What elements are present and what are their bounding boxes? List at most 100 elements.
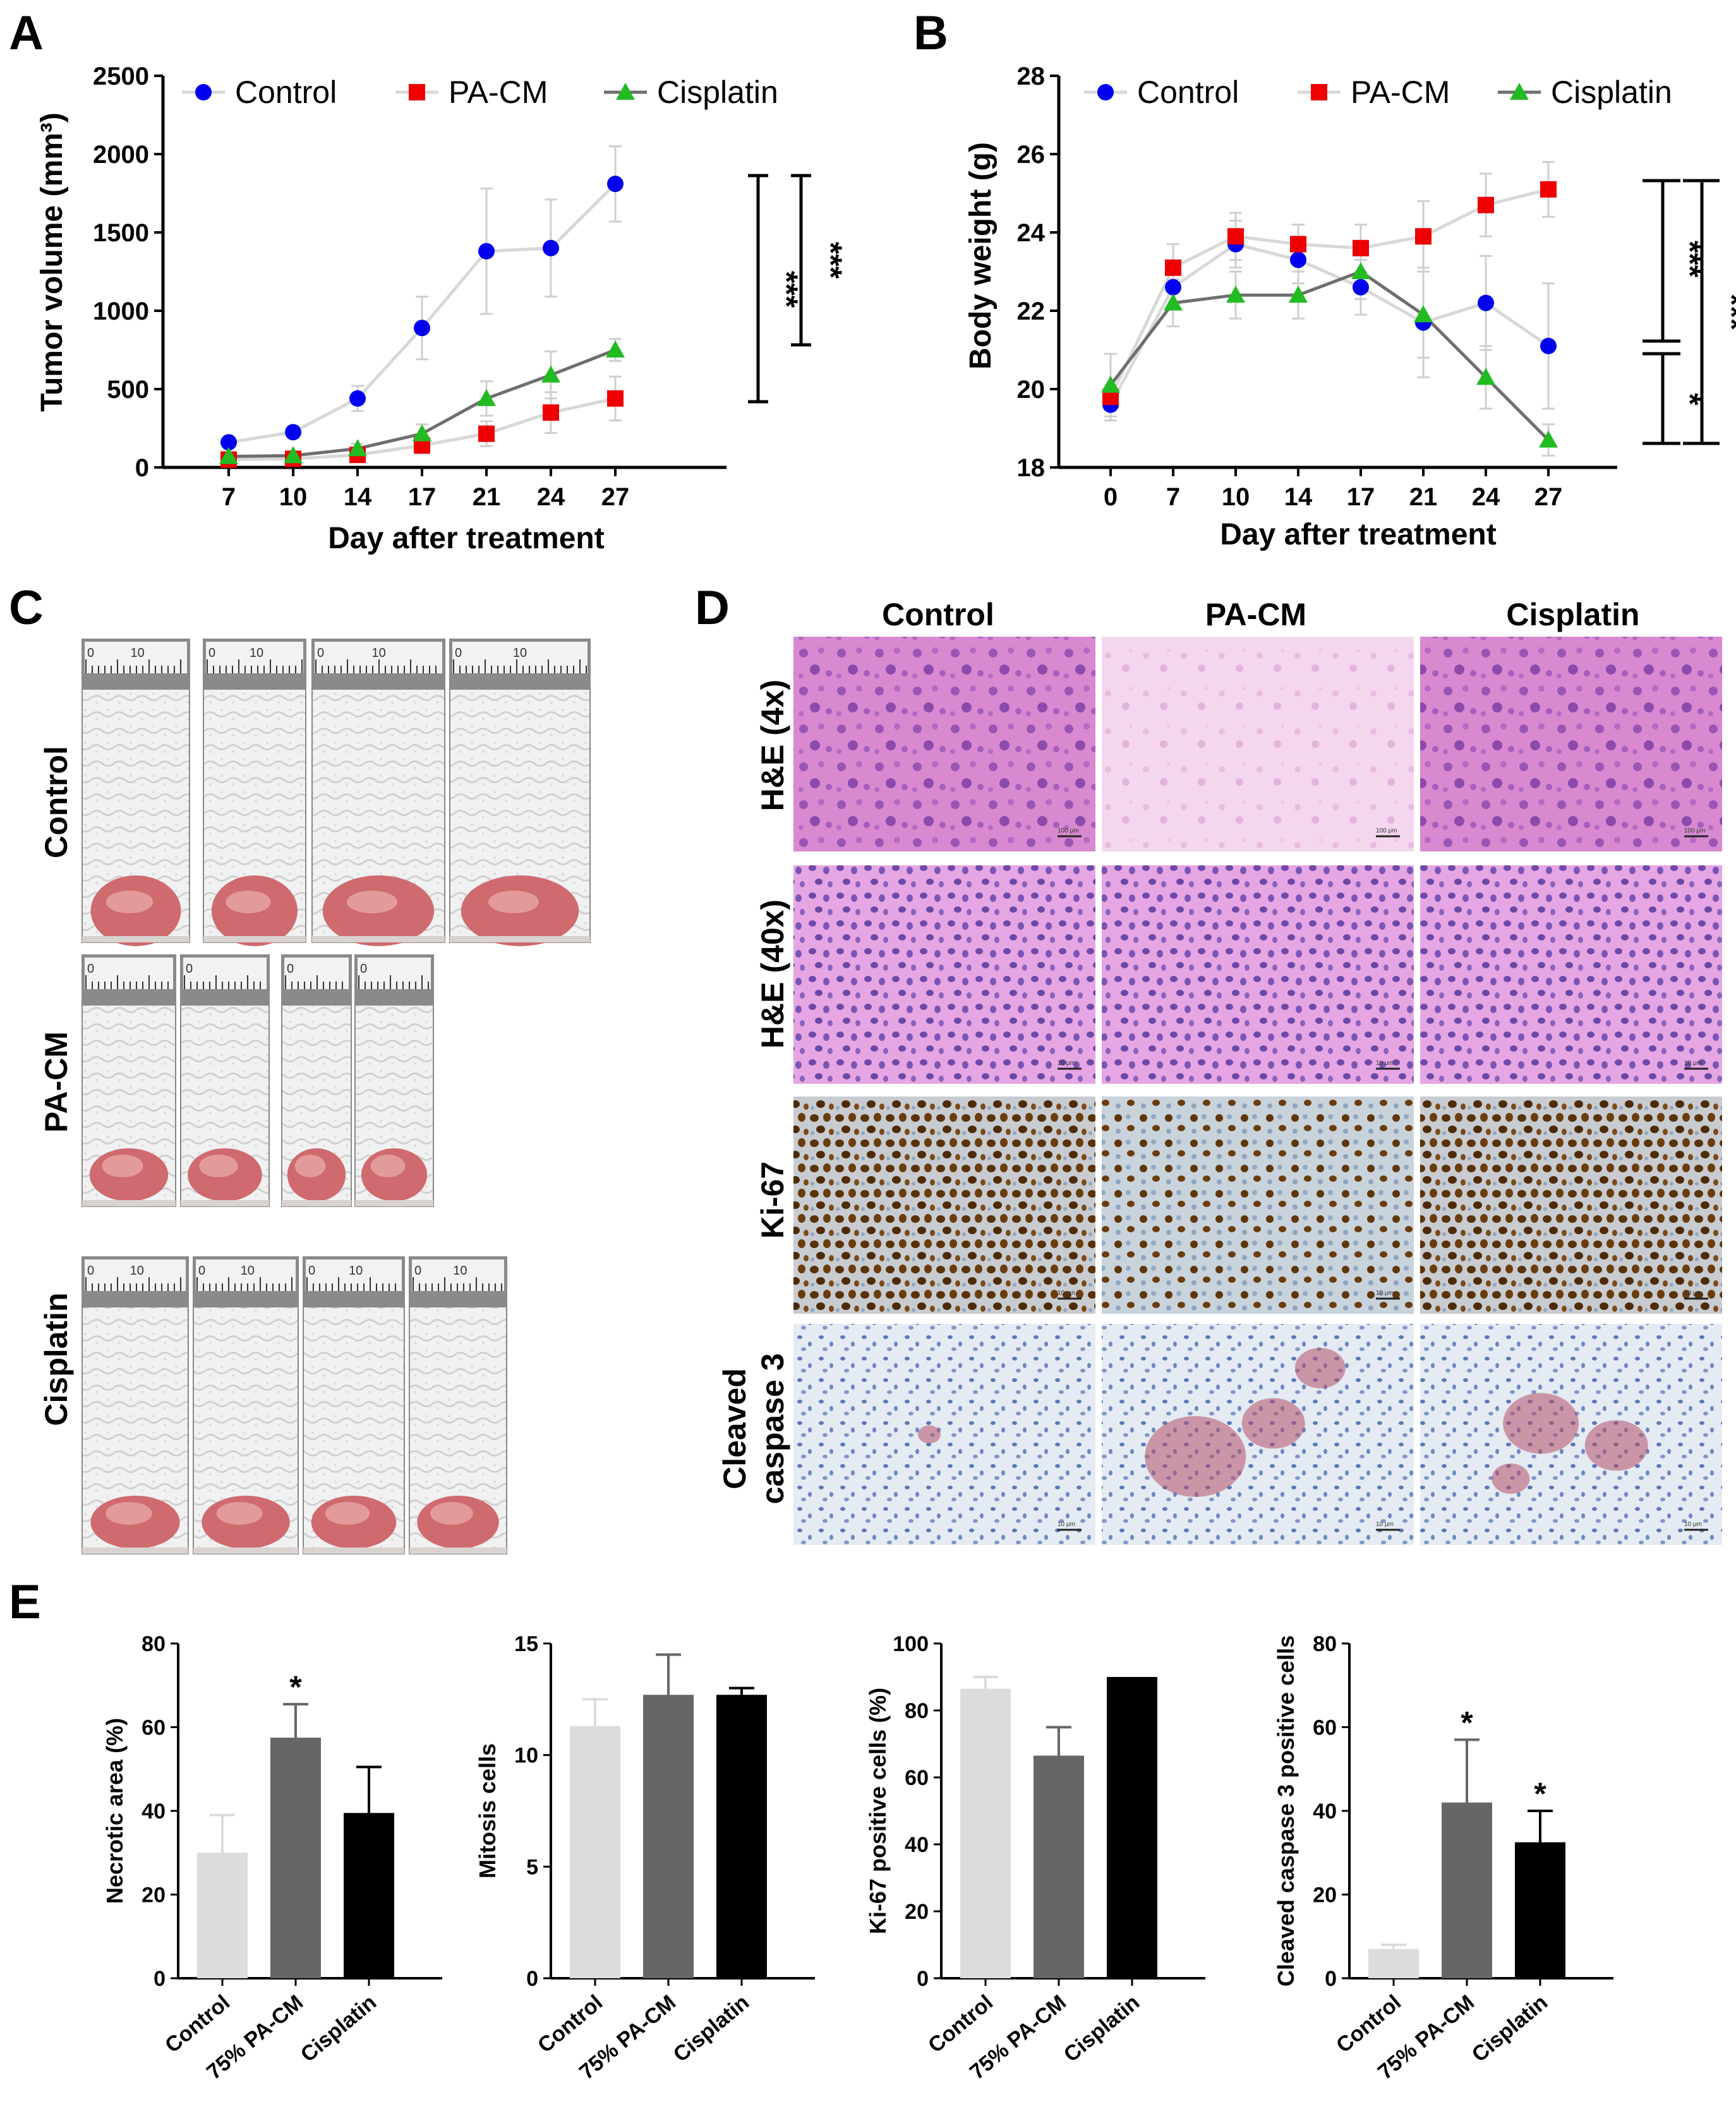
series-line-cisplatin	[1109, 270, 1550, 442]
ruler-zero: 0	[317, 646, 324, 660]
chart-a-sig-cisplatin: ***	[813, 242, 848, 279]
tumor-highlight	[294, 1155, 326, 1177]
tumor-highlight	[102, 1155, 143, 1177]
point-control	[414, 320, 430, 337]
bar-error	[973, 1676, 998, 1689]
tumor-highlight	[216, 1502, 263, 1525]
bar-1	[1442, 1802, 1492, 1978]
y-tick-label: 80	[1313, 1632, 1337, 1656]
tissue-image	[793, 637, 1095, 851]
point-cisplatin	[541, 365, 560, 383]
photo-base	[193, 1547, 298, 1554]
ruler-face	[85, 958, 173, 989]
caspase-stain	[1503, 1393, 1579, 1454]
scale-bar-label: 10 μm	[1058, 1521, 1075, 1528]
caspase-stain	[1492, 1463, 1530, 1494]
photo-base	[203, 936, 306, 942]
x-tick-label: 27	[1534, 483, 1563, 511]
ruler-zero: 0	[87, 962, 94, 976]
point-cisplatin	[413, 424, 431, 442]
point-control	[1478, 294, 1494, 311]
tissue-image	[793, 1324, 1095, 1545]
histology-tile: 100 μm	[1420, 637, 1722, 851]
y-tick-label: 40	[142, 1800, 166, 1824]
bar-2	[1515, 1842, 1565, 1978]
tumor-highlight	[430, 1502, 473, 1525]
tumor-highlight	[325, 1502, 370, 1525]
tumor-highlight	[226, 891, 271, 913]
photo-row-label-pacm: PA-CM	[39, 1031, 74, 1133]
point-cisplatin	[348, 439, 367, 457]
photo-row-label-cisplatin: Cisplatin	[39, 1292, 74, 1426]
chart-a-ylabel: Tumor volume (mm³)	[35, 112, 69, 412]
chart-a-series	[219, 145, 625, 468]
panel-letter-e: E	[9, 1575, 41, 1629]
caspase-stain	[1241, 1398, 1305, 1449]
tumor-photo: 0 10	[203, 639, 306, 946]
legend-marker-cisplatin	[1510, 83, 1529, 100]
bar-ylabel: Mitosis cells	[474, 1743, 500, 1878]
scale-bar-label: 10 μm	[1684, 1290, 1702, 1297]
chart-a-xlabel: Day after treatment	[328, 522, 605, 555]
chart-b-series	[1101, 160, 1558, 457]
legend-label-pa-cm: PA-CM	[449, 75, 548, 110]
y-tick-label: 80	[905, 1699, 929, 1723]
y-tick-label: 60	[905, 1766, 929, 1790]
ruler-zero: 0	[308, 1264, 315, 1278]
photo-base	[282, 1200, 351, 1206]
tumor-photo: 0	[354, 954, 434, 1207]
chart-a-significance: *** ***	[748, 174, 848, 404]
y-tick-label: 18	[1017, 454, 1046, 482]
ruler-ten: 10	[241, 1264, 255, 1278]
legend-marker-pa-cm	[409, 84, 425, 100]
bar-error	[656, 1653, 681, 1695]
tumor-highlight	[105, 891, 154, 913]
tumor-highlight	[488, 891, 539, 913]
tumor-highlight	[199, 1155, 238, 1177]
panel-letter-d: D	[695, 581, 730, 635]
ruler-ten: 10	[131, 646, 145, 660]
point-cisplatin	[1289, 285, 1308, 303]
y-tick-label: 80	[142, 1632, 166, 1656]
chart-b-sig-upper: ***	[1672, 241, 1708, 278]
series-line-control	[1109, 242, 1550, 406]
x-tick-label: 21	[473, 483, 501, 511]
tissue-image	[1420, 865, 1722, 1084]
bar-1	[1034, 1755, 1084, 1978]
y-tick-label: 20	[905, 1900, 929, 1924]
point-pa-cm	[1353, 239, 1369, 256]
bar-error	[582, 1698, 608, 1726]
legend-label-cisplatin: Cisplatin	[657, 75, 778, 110]
ruler-face	[206, 642, 303, 673]
bar-category-label: Cisplatin	[669, 1990, 754, 2067]
tumor-highlight	[370, 1155, 406, 1177]
scale-bar-label: 10 μm	[1684, 1060, 1702, 1067]
caspase-stain	[1145, 1416, 1246, 1497]
point-cisplatin	[477, 388, 496, 406]
scale-bar-label: 10 μm	[1684, 1521, 1702, 1528]
tissue-image	[1102, 1097, 1414, 1314]
x-tick-label: 7	[1166, 483, 1180, 511]
bar-1	[643, 1695, 694, 1978]
tumor-photographs: Control PA-CM Cisplatin 0 10 0 10 0 10 0 100 0 0 0…	[39, 639, 591, 1554]
point-control	[1165, 279, 1181, 296]
photo-base	[82, 936, 190, 942]
ruler-zero: 0	[208, 646, 215, 660]
chart-b-sig-lower: *	[1672, 393, 1708, 406]
histology-grid: Control PA-CM Cisplatin H&E (4x) H&E (40…	[717, 597, 1722, 1545]
bar-2	[716, 1695, 767, 1978]
bar-category-label: Cisplatin	[296, 1990, 381, 2067]
y-tick-label: 2500	[93, 63, 149, 90]
tumor-photo: 0 10	[449, 639, 591, 946]
ruler-zero: 0	[186, 962, 193, 976]
point-control	[1290, 251, 1306, 268]
histology-col-pacm: PA-CM	[1205, 597, 1306, 632]
panel-letter-b: B	[913, 6, 948, 60]
tissue-image	[1102, 637, 1414, 851]
point-pa-cm	[543, 404, 559, 421]
ruler-ten: 10	[349, 1264, 363, 1278]
y-tick-label: 0	[1325, 1967, 1337, 1991]
histology-tile: 10 μm	[1102, 1097, 1414, 1314]
histology-col-control: Control	[882, 597, 994, 632]
